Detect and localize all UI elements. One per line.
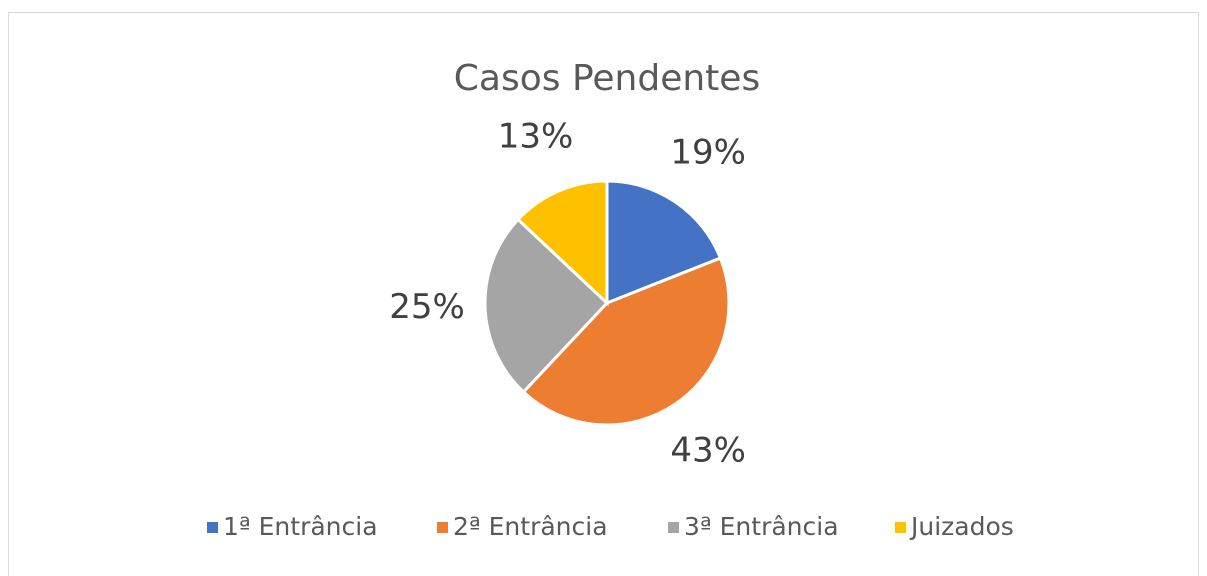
legend-label: Juizados — [909, 512, 1014, 541]
legend-label: 2ª Entrância — [453, 512, 608, 541]
data-label: 25% — [389, 287, 465, 327]
legend-marker — [668, 522, 679, 533]
legend-marker — [895, 522, 906, 533]
data-label: 19% — [670, 133, 746, 173]
chart-title: Casos Pendentes — [454, 58, 760, 99]
legend-marker — [437, 522, 448, 533]
pie-slice — [483, 217, 610, 395]
legend-label: 3ª Entrância — [684, 512, 839, 541]
pie-slice — [521, 256, 731, 427]
pie-slice — [515, 179, 609, 307]
data-label: 43% — [670, 430, 746, 470]
legend-label: 1ª Entrância — [223, 512, 378, 541]
data-label: 13% — [498, 116, 574, 156]
legend-marker — [207, 522, 218, 533]
pie-slice — [605, 179, 723, 306]
